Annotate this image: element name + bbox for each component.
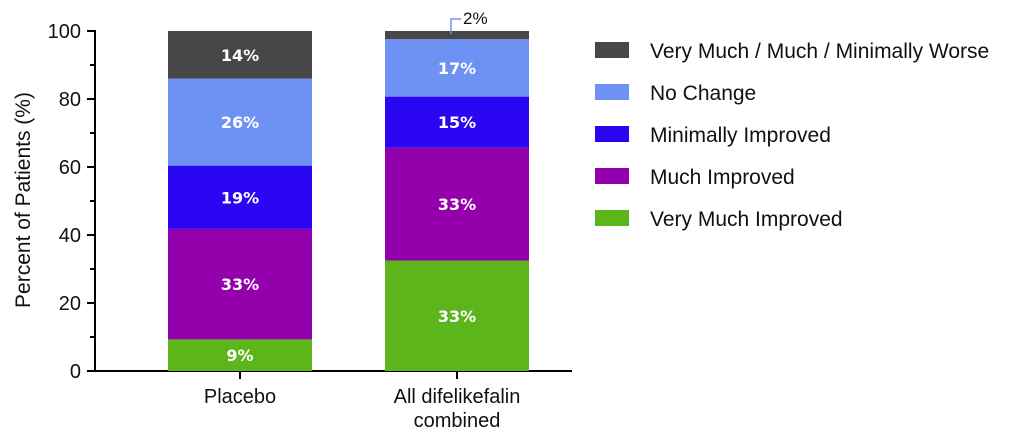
legend-item: Very Much Improved [595, 208, 843, 231]
x-ticks: Placebo All difelikefalin combined [204, 371, 521, 429]
bar-segment [168, 228, 312, 340]
legend-label: Minimally Improved [650, 124, 831, 147]
legend-item: Minimally Improved [595, 124, 831, 147]
y-tick-label: 0 [70, 361, 81, 383]
bar-segment [385, 147, 529, 261]
bar-segment-label: 33% [438, 307, 476, 326]
bar-segment [168, 339, 312, 371]
legend: Very Much / Much / Minimally Worse No Cha… [595, 40, 989, 231]
bar-segment [385, 39, 529, 97]
bar-segment [385, 31, 529, 40]
legend-label: Much Improved [650, 166, 795, 189]
bar-segment-label: 33% [438, 195, 476, 214]
y-tick-label: 20 [59, 293, 81, 315]
legend-item: Very Much / Much / Minimally Worse [595, 40, 989, 63]
y-axis: 0 20 40 60 80 100 [48, 21, 96, 383]
bar-segment [168, 165, 312, 229]
legend-swatch [595, 168, 629, 184]
y-axis-title: Percent of Patients (%) [12, 92, 35, 308]
y-tick-label: 80 [59, 89, 81, 111]
callout-line [450, 18, 461, 35]
bar-segment-label: 15% [438, 113, 476, 132]
bar-segment-label: 14% [221, 46, 259, 65]
legend-item: Much Improved [595, 166, 795, 189]
bar-segment-label: 17% [438, 59, 476, 78]
y-tick-label: 100 [48, 21, 81, 43]
legend-label: Very Much / Much / Minimally Worse [650, 40, 989, 63]
bar-segment [385, 260, 529, 371]
legend-label: Very Much Improved [650, 208, 843, 231]
bar-segment-label: 19% [221, 188, 259, 207]
bar-segment-label: 9% [226, 346, 253, 365]
legend-swatch [595, 126, 629, 142]
bar-segment [385, 96, 529, 148]
x-tick-label-line: Placebo [204, 386, 276, 408]
bars: 9% 33% 19% 26% 14% 33% 33% 15% 17% 2% [168, 9, 529, 371]
x-tick-label: Placebo [204, 386, 276, 408]
bar-segment [168, 31, 312, 79]
y-ticks: 0 20 40 60 80 100 [48, 21, 95, 383]
x-axis: Placebo All difelikefalin combined [95, 370, 572, 429]
y-tick-label: 40 [59, 225, 81, 247]
x-tick-label-line: combined [414, 410, 501, 429]
legend-label: No Change [650, 82, 756, 105]
legend-swatch [595, 84, 629, 100]
bar-segment-label: 33% [221, 275, 259, 294]
legend-item: No Change [595, 82, 756, 105]
x-tick-label-line: All difelikefalin [394, 386, 521, 408]
legend-swatch [595, 42, 629, 58]
x-tick-label: All difelikefalin combined [394, 386, 521, 429]
y-tick-label: 60 [59, 157, 81, 179]
bar-segment [168, 78, 312, 166]
legend-swatch [595, 210, 629, 226]
bar-segment-label: 2% [463, 9, 488, 28]
bar-segment-label: 26% [221, 113, 259, 132]
